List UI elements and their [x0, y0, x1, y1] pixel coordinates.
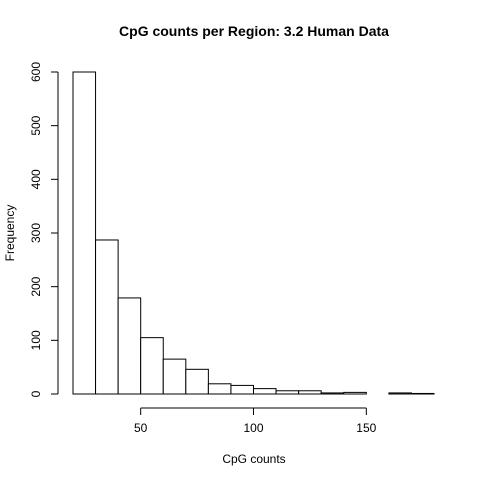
- histogram-bar: [185, 368, 209, 395]
- y-tick-label: 400: [29, 169, 43, 189]
- histogram-bar: [388, 392, 412, 395]
- y-tick-label: 300: [29, 223, 43, 243]
- x-tick-label: 150: [356, 421, 376, 435]
- histogram-bar: [207, 383, 232, 395]
- histogram-bar: [72, 71, 97, 395]
- x-axis: 50 100 150: [134, 407, 377, 435]
- y-axis-label: Frequency: [3, 205, 17, 262]
- bars-group: [72, 71, 435, 395]
- histogram-bar: [95, 239, 119, 395]
- histogram-bar: [140, 337, 164, 395]
- histogram-bar: [320, 392, 345, 395]
- histogram-bar: [343, 391, 367, 395]
- histogram-bar: [253, 388, 277, 395]
- x-tick-label: 50: [134, 421, 148, 435]
- y-tick-label: 0: [29, 390, 43, 397]
- y-tick-label: 600: [29, 62, 43, 82]
- y-tick-label: 100: [29, 330, 43, 350]
- histogram-bar: [275, 390, 300, 395]
- histogram-bar: [410, 392, 435, 395]
- y-tick-label: 500: [29, 115, 43, 135]
- chart-title: CpG counts per Region: 3.2 Human Data: [119, 23, 389, 39]
- histogram-bar: [298, 390, 322, 395]
- x-axis-label: CpG counts: [222, 452, 285, 466]
- histogram-bar: [162, 358, 187, 395]
- y-tick-label: 200: [29, 276, 43, 296]
- histogram-bar: [117, 297, 142, 395]
- histogram-bar: [230, 384, 255, 395]
- y-axis: 0 100 200 300 400 500 600: [29, 62, 59, 397]
- x-tick-label: 100: [243, 421, 263, 435]
